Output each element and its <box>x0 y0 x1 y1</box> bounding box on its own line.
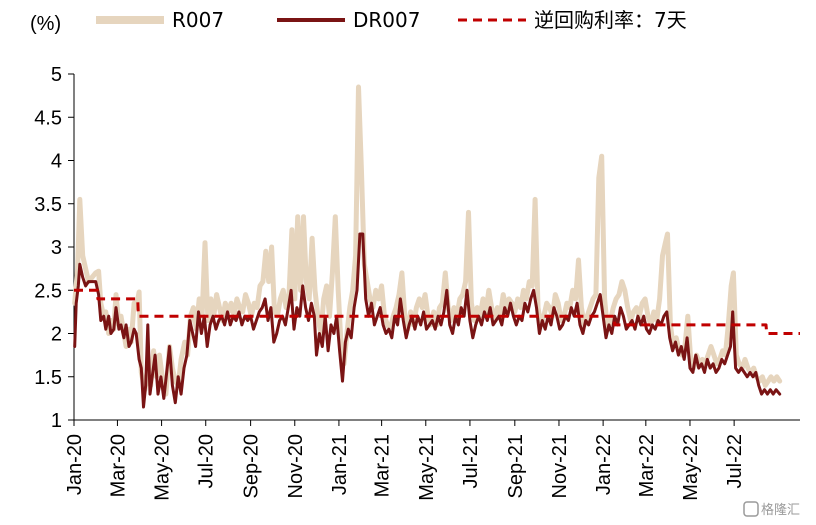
x-tick-label: Sep-20 <box>241 434 263 499</box>
x-tick-label: Jul-20 <box>196 434 218 488</box>
x-tick-label: Mar-20 <box>107 434 129 497</box>
x-tick-label: Jan-20 <box>64 434 86 495</box>
legend-label: R007 <box>172 8 224 32</box>
x-tick-label: Jan-21 <box>329 434 351 495</box>
watermark-label: 格隆汇 <box>761 502 800 518</box>
x-tick-label: Jul-22 <box>724 434 746 488</box>
x-tick-label: Nov-21 <box>549 434 571 498</box>
x-tick-label: Mar-22 <box>636 434 658 497</box>
x-tick-label: Nov-20 <box>285 434 307 498</box>
x-tick-label: Jan-22 <box>593 434 615 495</box>
legend-label: 逆回购利率：7天 <box>534 8 687 32</box>
x-tick-label: May-21 <box>416 434 438 501</box>
y-tick-label: 4 <box>51 151 62 173</box>
y-tick-label: 3 <box>51 237 62 259</box>
x-tick-label: Jul-21 <box>460 434 482 488</box>
x-tick-label: Mar-21 <box>372 434 394 497</box>
watermark-logo-icon <box>743 501 759 517</box>
y-tick-label: 1.5 <box>34 367 62 389</box>
y-tick-label: 2.5 <box>34 280 62 302</box>
y-tick-label: 3.5 <box>34 194 62 216</box>
y-unit-label: (%) <box>30 13 61 35</box>
axes: 1 1.5 2 2.5 3 3.5 4 4.5 5 (%) Jan-20 Mar-20 May-20 Ju… <box>30 13 800 501</box>
x-tick-label: May-20 <box>152 434 174 501</box>
y-tick-label: 4.5 <box>34 107 62 129</box>
x-tick-label: Sep-21 <box>505 434 527 499</box>
legend: R007 DR007 逆回购利率：7天 <box>96 8 687 32</box>
watermark: 格隆汇 <box>743 501 800 518</box>
series-line-reverse-repo-7d <box>74 288 800 335</box>
legend-label: DR007 <box>353 8 420 32</box>
y-tick-label: 2 <box>51 324 62 346</box>
y-tick-label: 1 <box>51 410 62 432</box>
x-tick-label: May-22 <box>680 434 702 501</box>
series-layer <box>72 84 800 409</box>
y-tick-label: 5 <box>51 64 62 86</box>
